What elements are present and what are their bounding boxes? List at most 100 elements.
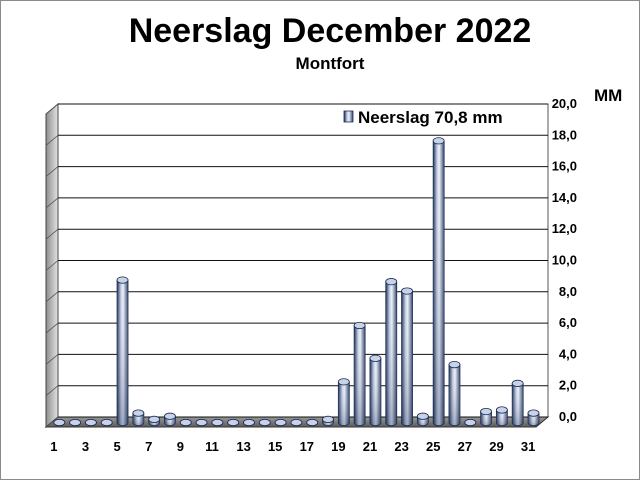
bar [448,360,461,427]
side-gridline [45,291,59,303]
bar [432,137,445,427]
side-gridline [45,385,59,397]
y-tick-label: 8,0 [559,284,577,299]
chart-subtitle: Montfort [295,54,365,73]
bar-top [195,418,208,427]
bar [401,287,413,427]
y-tick-label: 4,0 [559,346,577,361]
bar [353,321,366,427]
bar-top [132,409,145,417]
legend: Neerslag 70,8 mm [343,108,503,127]
bar-top [164,412,176,420]
side-gridline [45,103,59,115]
bar [337,378,350,427]
y-tick-label: 18,0 [552,127,577,142]
bar-top [322,415,334,423]
x-tick-label: 11 [205,439,219,454]
bar [527,409,540,427]
y-tick-label: 2,0 [559,378,577,393]
y-tick-label: 6,0 [559,315,577,330]
bar-top [416,412,429,420]
bar-top [337,378,350,386]
bar-shade [385,281,397,426]
bar [274,418,287,427]
bar-top [258,418,271,427]
side-gridline [45,197,59,209]
side-gridline [45,322,59,334]
bar-top [290,418,303,427]
side-gridline [45,228,59,240]
bar-top [69,418,82,427]
bar [195,418,208,427]
bar [211,418,224,427]
y-axis-unit-label: MM [594,86,623,105]
x-tick-label: 3 [82,439,89,454]
bar [116,276,129,427]
y-tick-label: 14,0 [552,190,577,205]
bar [69,418,82,427]
bar [85,418,97,427]
x-tick-label: 25 [426,439,440,454]
x-tick-label: 13 [236,439,250,454]
bar-top [464,418,477,427]
bar-top [274,418,287,427]
bar [385,278,398,427]
bar-top [495,406,508,414]
bar [53,418,66,427]
bar [164,412,176,427]
bar [132,409,145,427]
bar-top [306,418,319,427]
bar [511,379,524,427]
chart-title: Neerslag December 2022 [128,12,532,50]
x-tick-label: 23 [394,439,408,454]
bar [480,407,492,427]
bar-top [179,418,192,427]
bar-top [511,379,524,387]
bar-shade [480,411,492,426]
bar-shade [448,364,460,426]
bar-top [211,418,224,427]
bar-top [480,407,492,416]
bar-top [85,418,97,427]
bar-top [227,418,240,427]
bar-shade [354,325,366,426]
bar-shade [338,381,350,426]
bar [227,418,240,427]
bar-top [448,360,461,369]
side-gridline [45,134,59,146]
bar-shade [117,280,129,426]
bar-shade [369,358,381,426]
bar-top [527,409,540,417]
bar [290,418,303,427]
bar-top [432,137,445,145]
x-tick-label: 1 [50,439,57,454]
x-tick-label: 5 [114,439,121,454]
x-tick-label: 19 [331,439,345,454]
bar-top [243,418,255,427]
y-tick-label: 16,0 [552,159,577,174]
y-tick-label: 12,0 [552,221,577,236]
bar-top [148,415,161,423]
x-tick-label: 17 [300,439,314,454]
y-tick-label: 0,0 [559,409,577,424]
bar-top [116,276,129,284]
side-gridline [45,260,59,271]
bar-top [100,418,113,427]
bar [243,418,255,427]
side-gridline [45,354,59,365]
bar-shade [512,383,524,426]
x-tick-label: 27 [458,439,472,454]
bar [495,406,508,427]
bar-shade [496,409,508,426]
bar [464,418,477,427]
legend-label: Neerslag 70,8 mm [358,108,503,127]
x-tick-label: 9 [177,439,184,454]
x-tick-label: 31 [521,439,535,454]
y-tick-label: 10,0 [552,253,577,268]
legend-swatch [343,110,354,123]
bar-shade [401,291,413,426]
x-tick-label: 7 [145,439,152,454]
side-gridline [45,166,59,177]
x-tick-label: 15 [268,439,282,454]
